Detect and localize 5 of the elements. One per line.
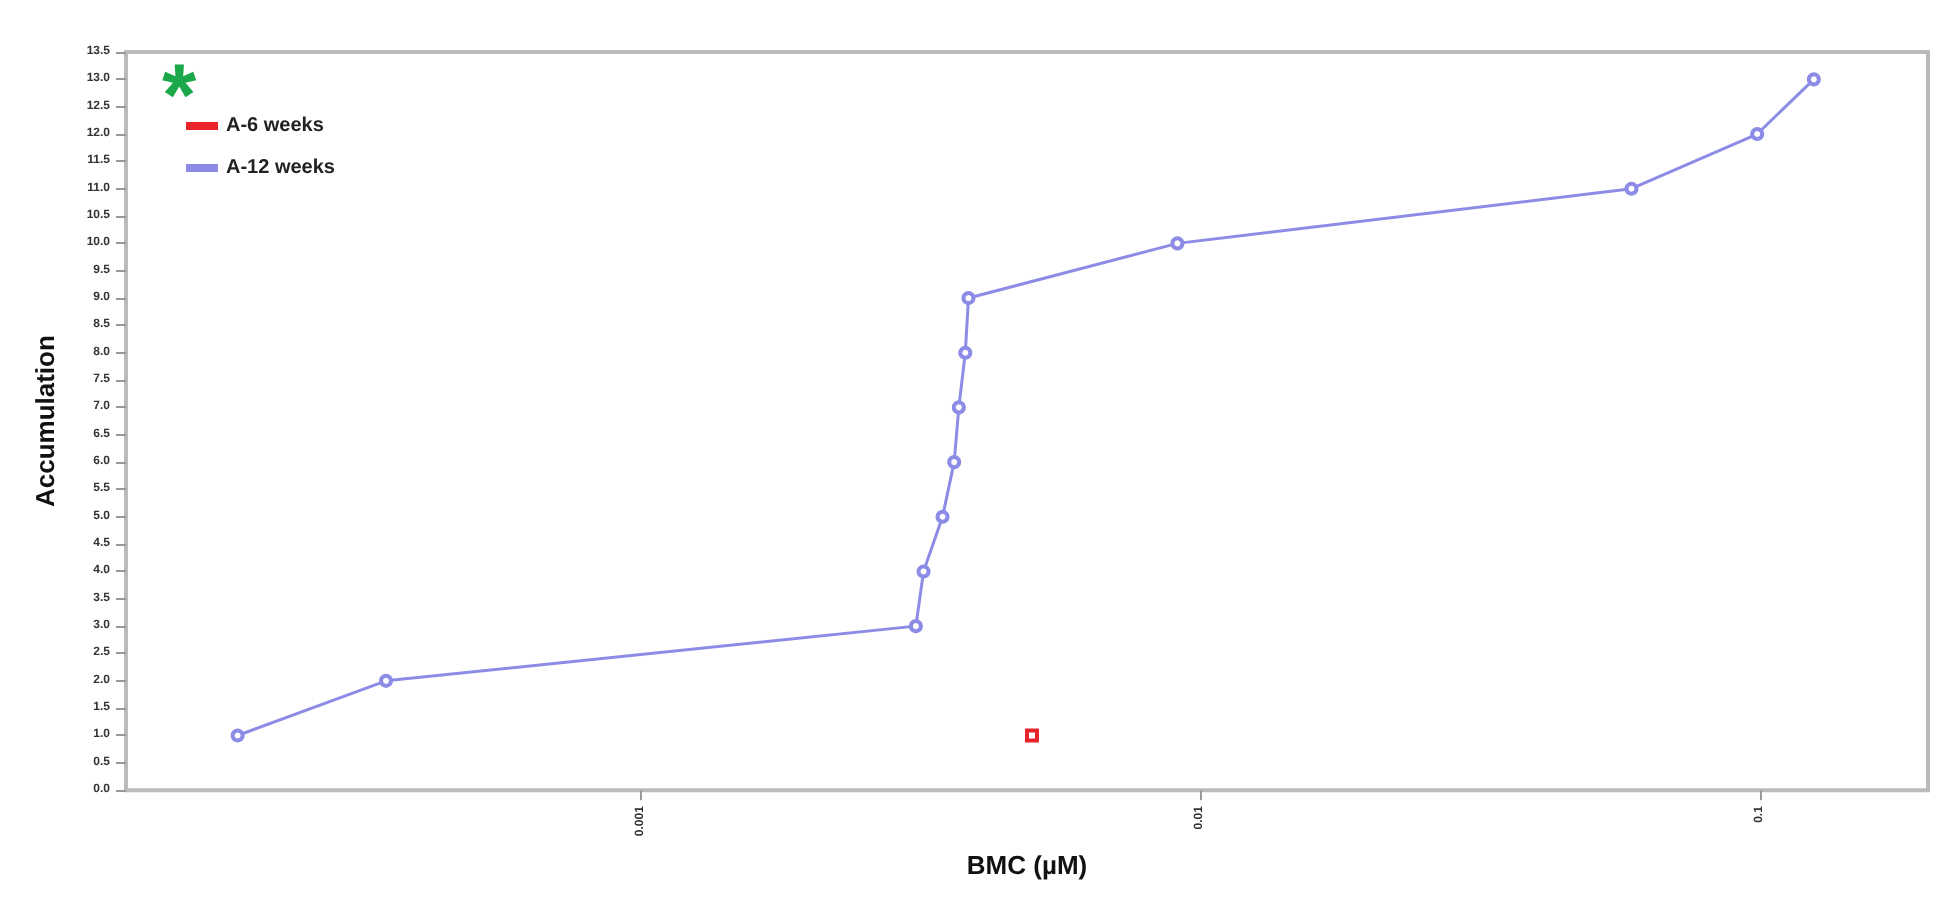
legend-label: A-12 weeks (226, 157, 336, 179)
y-axis-title: Accumulation (30, 335, 60, 508)
annotation: * (162, 47, 198, 145)
x-axis-title: BMC (µM) (966, 850, 1088, 880)
legend-label: A-6 weeks (226, 115, 325, 137)
